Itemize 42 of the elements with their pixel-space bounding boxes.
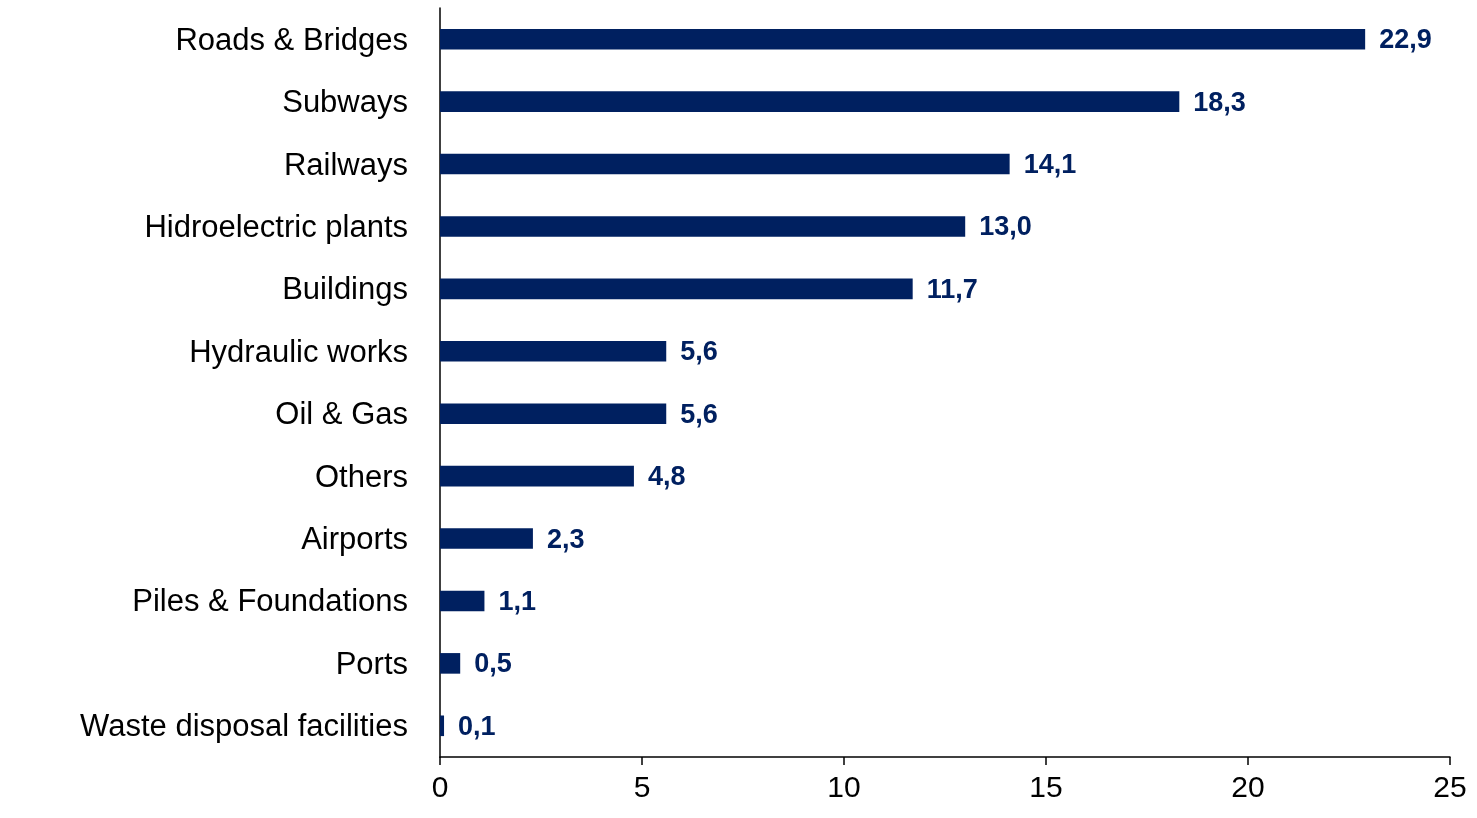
y-tick-label: Roads & Bridges bbox=[175, 21, 408, 57]
bar bbox=[440, 28, 1366, 50]
bar bbox=[440, 153, 1010, 175]
bar bbox=[440, 715, 445, 737]
x-tick-label: 20 bbox=[1231, 769, 1265, 803]
bar bbox=[440, 653, 461, 674]
data-label: 5,6 bbox=[680, 336, 718, 367]
data-label: 13,0 bbox=[979, 211, 1032, 242]
data-label: 0,1 bbox=[458, 710, 496, 741]
y-tick-label: Subways bbox=[282, 84, 408, 120]
bar bbox=[440, 403, 667, 425]
bar bbox=[440, 91, 1180, 112]
data-label: 1,1 bbox=[498, 585, 536, 616]
data-label: 14,1 bbox=[1023, 149, 1077, 180]
y-tick-label: Waste disposal facilities bbox=[80, 708, 408, 744]
y-tick-label: Airports bbox=[301, 521, 408, 557]
data-label: 4,8 bbox=[647, 461, 686, 492]
x-tick-label: 0 bbox=[431, 769, 449, 803]
data-label: 11,7 bbox=[926, 273, 978, 304]
bar bbox=[440, 528, 533, 549]
bar bbox=[440, 590, 485, 612]
x-tick-label: 5 bbox=[633, 769, 651, 803]
y-tick-label: Hidroelectric plants bbox=[144, 208, 408, 244]
y-tick-label: Hydraulic works bbox=[189, 333, 408, 369]
y-tick-label: Railways bbox=[283, 146, 408, 182]
data-label: 5,6 bbox=[680, 398, 718, 429]
data-label: 18,3 bbox=[1193, 86, 1246, 117]
data-label: 2,3 bbox=[546, 523, 585, 554]
x-tick-label: 10 bbox=[827, 769, 861, 803]
x-tick-label: 15 bbox=[1029, 769, 1063, 803]
y-tick-label: Piles & Foundations bbox=[132, 583, 408, 619]
y-tick-label: Others bbox=[314, 458, 408, 494]
y-tick-label: Buildings bbox=[282, 271, 408, 307]
y-tick-label: Oil & Gas bbox=[275, 396, 408, 432]
bar bbox=[440, 216, 966, 237]
data-label: 0,5 bbox=[474, 648, 512, 679]
bar bbox=[440, 465, 634, 487]
bar bbox=[440, 278, 913, 300]
data-label: 22,9 bbox=[1379, 24, 1432, 55]
x-tick-label: 25 bbox=[1433, 769, 1467, 803]
y-tick-label: Ports bbox=[335, 645, 408, 681]
bar bbox=[440, 340, 667, 362]
